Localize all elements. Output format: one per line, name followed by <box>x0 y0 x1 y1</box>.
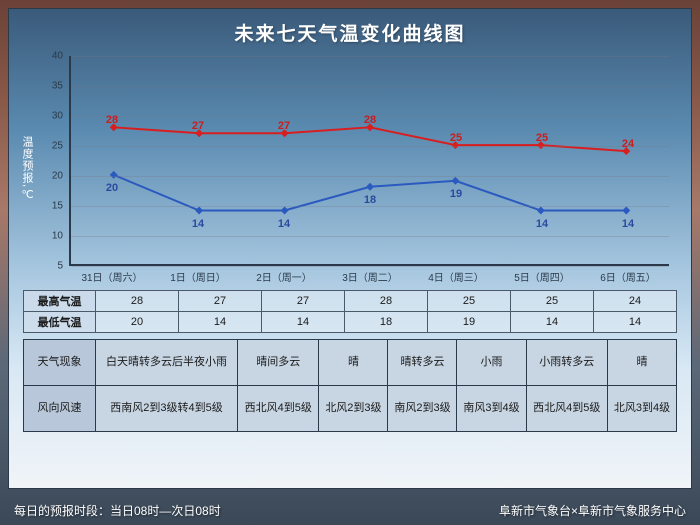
summary-cell: 14 <box>179 312 262 333</box>
point-label: 14 <box>278 218 290 230</box>
point-label: 14 <box>536 218 548 230</box>
y-tick: 15 <box>37 201 63 212</box>
summary-cell: 14 <box>594 312 677 333</box>
point-label: 28 <box>364 114 376 126</box>
info-cell: 南风3到4级 <box>457 386 526 432</box>
point-label: 14 <box>192 218 204 230</box>
info-cell: 北风2到3级 <box>319 386 388 432</box>
footer-left: 每日的预报时段：当日08时—次日08时 <box>14 502 221 519</box>
y-tick: 10 <box>37 231 63 242</box>
info-row-label: 天气现象 <box>24 340 96 386</box>
y-tick: 25 <box>37 141 63 152</box>
info-cell: 晴 <box>607 340 676 386</box>
summary-cell: 14 <box>511 312 594 333</box>
point-label: 27 <box>192 120 204 132</box>
x-tick: 2日（周一） <box>256 269 312 284</box>
summary-cell: 27 <box>262 291 345 312</box>
summary-table: 最高气温28272728252524最低气温20141418191414 <box>23 290 677 333</box>
chart-title: 未来七天气温变化曲线图 <box>9 9 691 52</box>
info-cell: 西南风2到3级转4到5级 <box>96 386 238 432</box>
summary-cell: 19 <box>428 312 511 333</box>
info-cell: 南风2到3级 <box>388 386 457 432</box>
x-tick: 1日（周日） <box>170 269 226 284</box>
y-tick: 5 <box>37 261 63 272</box>
info-cell: 晴转多云 <box>388 340 457 386</box>
point-label: 27 <box>278 120 290 132</box>
plot-region <box>69 56 669 266</box>
x-tick: 4日（周三） <box>428 269 484 284</box>
footer-right: 阜新市气象台×阜新市气象服务中心 <box>499 502 686 519</box>
footer-bar: 每日的预报时段：当日08时—次日08时 阜新市气象台×阜新市气象服务中心 <box>0 495 700 525</box>
summary-cell: 20 <box>96 312 179 333</box>
info-cell: 小雨 <box>457 340 526 386</box>
info-cell: 西北风4到5级 <box>238 386 319 432</box>
info-cell: 西北风4到5级 <box>526 386 607 432</box>
info-cell: 晴 <box>319 340 388 386</box>
point-label: 28 <box>106 114 118 126</box>
y-tick: 40 <box>37 51 63 62</box>
forecast-table: 天气现象白天晴转多云后半夜小雨晴间多云晴晴转多云小雨小雨转多云晴风向风速西南风2… <box>23 339 677 432</box>
x-tick: 31日（周六） <box>81 269 142 284</box>
chart-area: 温度预报,℃ 51015202530354031日（周六）1日（周日）2日（周一… <box>23 56 677 290</box>
summary-cell: 28 <box>96 291 179 312</box>
line-layer <box>71 56 669 264</box>
info-cell: 白天晴转多云后半夜小雨 <box>96 340 238 386</box>
summary-cell: 24 <box>594 291 677 312</box>
point-label: 19 <box>450 188 462 200</box>
point-label: 25 <box>450 132 462 144</box>
point-label: 20 <box>106 182 118 194</box>
info-cell: 北风3到4级 <box>607 386 676 432</box>
point-label: 18 <box>364 194 376 206</box>
x-tick: 6日（周五） <box>600 269 656 284</box>
summary-cell: 28 <box>345 291 428 312</box>
summary-cell: 25 <box>511 291 594 312</box>
point-label: 25 <box>536 132 548 144</box>
x-tick: 5日（周四） <box>514 269 570 284</box>
info-row-label: 风向风速 <box>24 386 96 432</box>
y-axis-label: 温度预报,℃ <box>19 136 35 202</box>
x-tick: 3日（周二） <box>342 269 398 284</box>
info-cell: 晴间多云 <box>238 340 319 386</box>
summary-row-label: 最低气温 <box>24 312 96 333</box>
y-tick: 20 <box>37 171 63 182</box>
y-tick: 35 <box>37 81 63 92</box>
summary-row-label: 最高气温 <box>24 291 96 312</box>
point-label: 24 <box>622 138 634 150</box>
point-label: 14 <box>622 218 634 230</box>
info-cell: 小雨转多云 <box>526 340 607 386</box>
summary-cell: 14 <box>262 312 345 333</box>
summary-cell: 27 <box>179 291 262 312</box>
summary-cell: 25 <box>428 291 511 312</box>
summary-cell: 18 <box>345 312 428 333</box>
weather-panel: 未来七天气温变化曲线图 温度预报,℃ 5 10 15 20 25 30 35 40 31日（周六… <box>8 8 692 489</box>
y-tick: 30 <box>37 111 63 122</box>
